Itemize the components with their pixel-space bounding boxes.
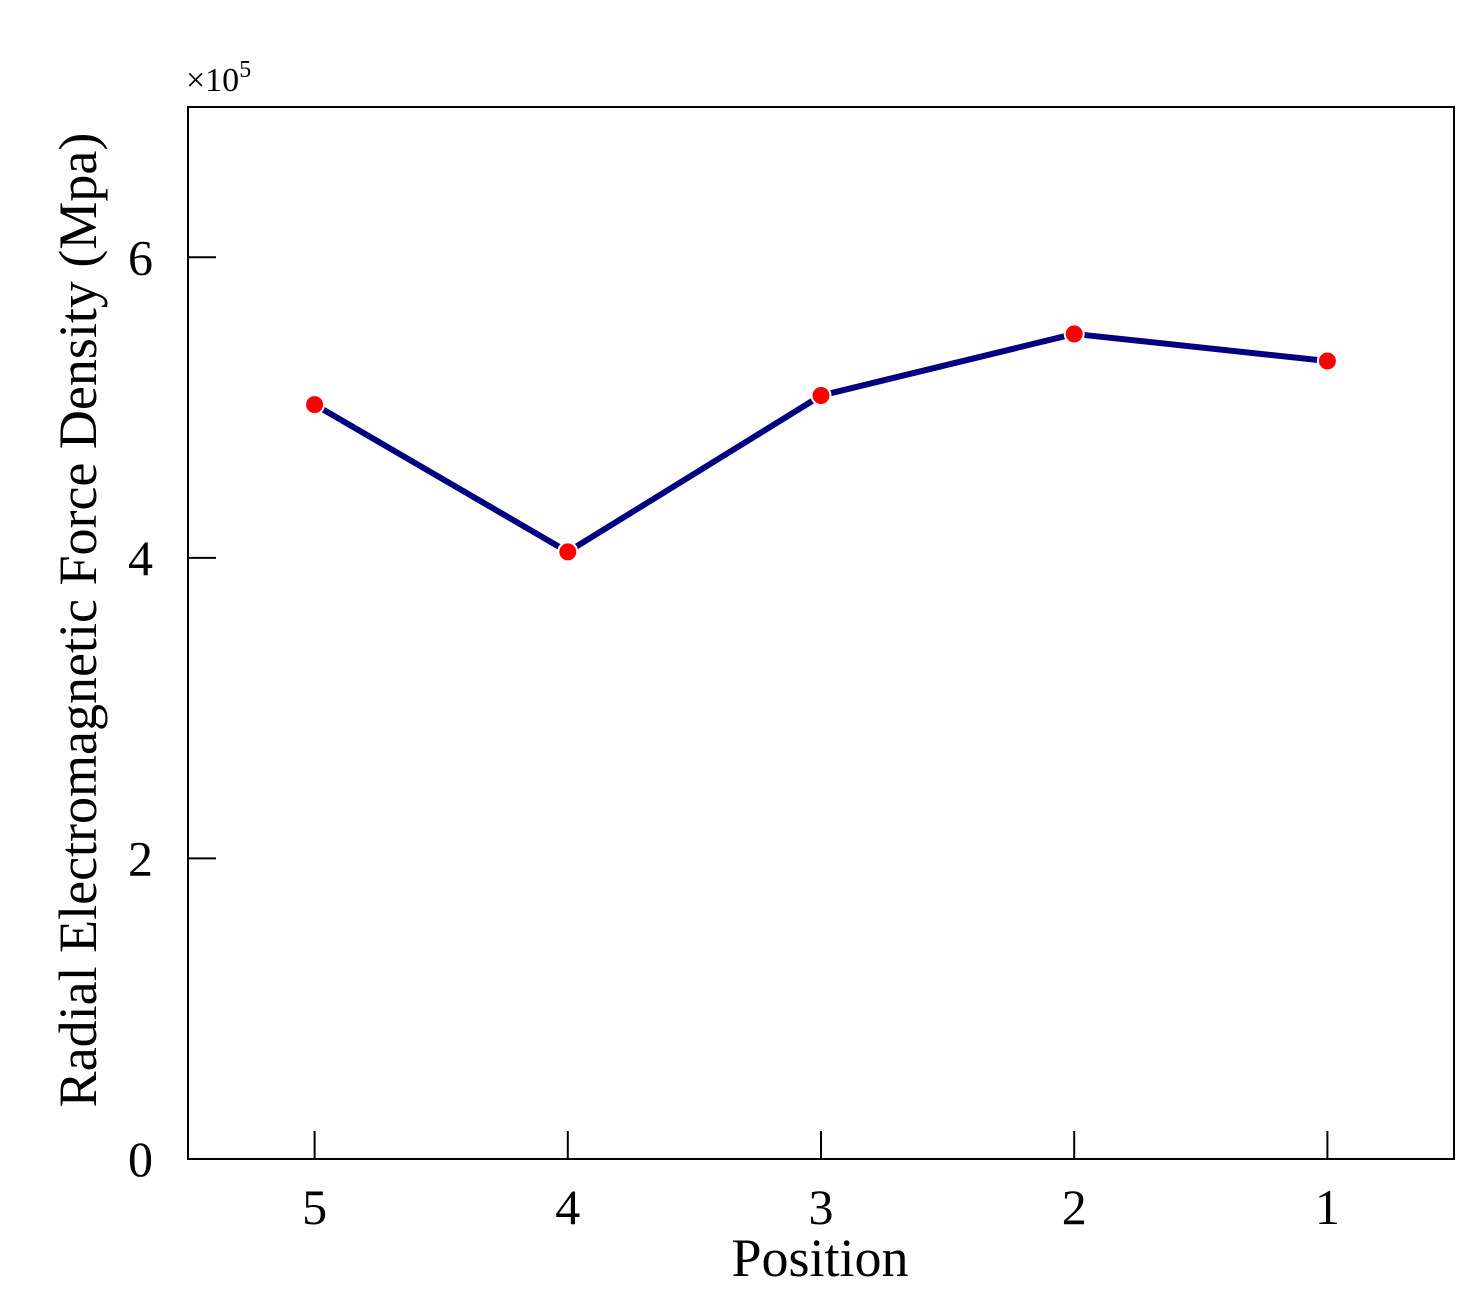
x-tick-label: 4 bbox=[555, 1179, 580, 1235]
plot-frame-box bbox=[187, 106, 1455, 1160]
y-scale-base: ×10 bbox=[186, 62, 239, 99]
y-axis-title: Radial Electromagnetic Force Density (Mp… bbox=[48, 133, 108, 1108]
x-axis-title: Position bbox=[731, 1228, 908, 1288]
y-tick-label: 2 bbox=[128, 830, 153, 886]
x-tick-label: 2 bbox=[1062, 1179, 1087, 1235]
tick-labels: 0 2 4 6 5 4 3 2 1 bbox=[128, 229, 1340, 1235]
x-tick-label: 1 bbox=[1315, 1179, 1340, 1235]
data-point-marker bbox=[810, 385, 832, 407]
plot-frame bbox=[187, 106, 1455, 1160]
series-line bbox=[311, 330, 1331, 555]
data-point-marker bbox=[304, 394, 326, 416]
y-tick-label: 4 bbox=[128, 530, 153, 586]
y-scale-exponent: 5 bbox=[239, 57, 251, 83]
y-tick-label: 0 bbox=[128, 1131, 153, 1187]
y-tick-label: 6 bbox=[128, 229, 153, 285]
data-point-marker bbox=[557, 541, 579, 563]
data-point-marker bbox=[1063, 323, 1085, 345]
x-tick-label: 5 bbox=[302, 1179, 327, 1235]
axis-ticks bbox=[188, 256, 1329, 1160]
data-point-marker bbox=[1316, 350, 1338, 372]
x-tick-label: 3 bbox=[809, 1179, 834, 1235]
y-scale-multiplier: ×105 bbox=[186, 57, 251, 99]
series-layer bbox=[304, 323, 1338, 563]
